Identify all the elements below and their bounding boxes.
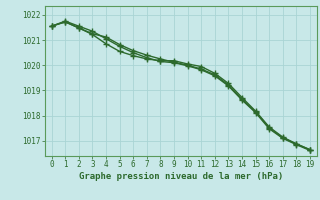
X-axis label: Graphe pression niveau de la mer (hPa): Graphe pression niveau de la mer (hPa) (79, 172, 283, 181)
